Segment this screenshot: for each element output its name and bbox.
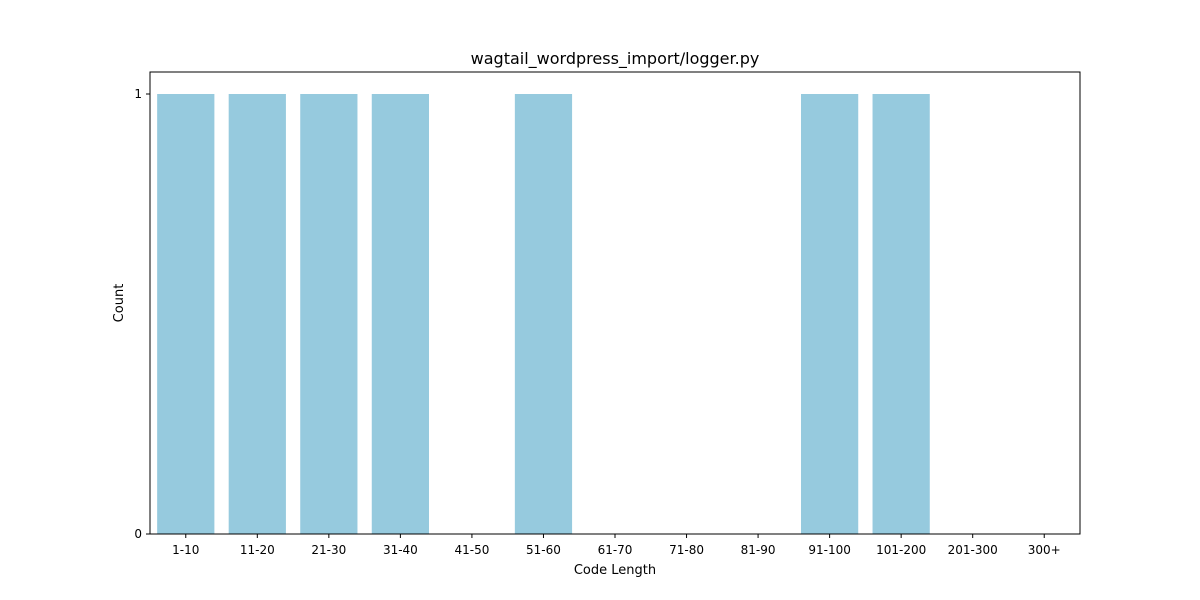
x-tick-label: 11-20 xyxy=(240,543,275,557)
x-tick-label: 201-300 xyxy=(948,543,998,557)
x-tick-label: 71-80 xyxy=(669,543,704,557)
chart-title: wagtail_wordpress_import/logger.py xyxy=(471,49,760,69)
y-tick-label: 0 xyxy=(134,527,142,541)
x-axis-label: Code Length xyxy=(574,563,656,578)
bar-31-40 xyxy=(371,94,429,534)
x-tick-label: 51-60 xyxy=(526,543,561,557)
bars-layer xyxy=(157,94,930,534)
y-axis-ticks: 01 xyxy=(134,87,150,541)
plot-area-frame xyxy=(149,71,1081,535)
bar-51-60 xyxy=(514,94,573,534)
bar-21-30 xyxy=(300,94,358,534)
x-tick-label: 61-70 xyxy=(598,543,633,557)
x-tick-label: 101-200 xyxy=(876,543,926,557)
y-tick-label: 1 xyxy=(134,87,142,101)
x-tick-label: 41-50 xyxy=(454,543,489,557)
x-tick-label: 91-100 xyxy=(808,543,851,557)
bar-101-200 xyxy=(872,94,930,534)
y-axis-label: Count xyxy=(112,284,127,323)
bar-91-100 xyxy=(801,94,859,534)
x-tick-label: 81-90 xyxy=(741,543,776,557)
x-axis-ticks: 1-10 11-20 21-30 31-40 41-50 51-60 61-70 71-80 8… xyxy=(172,534,1061,557)
bar-1-10 xyxy=(157,94,215,534)
x-tick-label: 300+ xyxy=(1028,543,1061,557)
x-tick-label: 1-10 xyxy=(172,543,199,557)
x-tick-label: 21-30 xyxy=(311,543,346,557)
x-tick-label: 31-40 xyxy=(383,543,418,557)
bar-11-20 xyxy=(228,94,286,534)
